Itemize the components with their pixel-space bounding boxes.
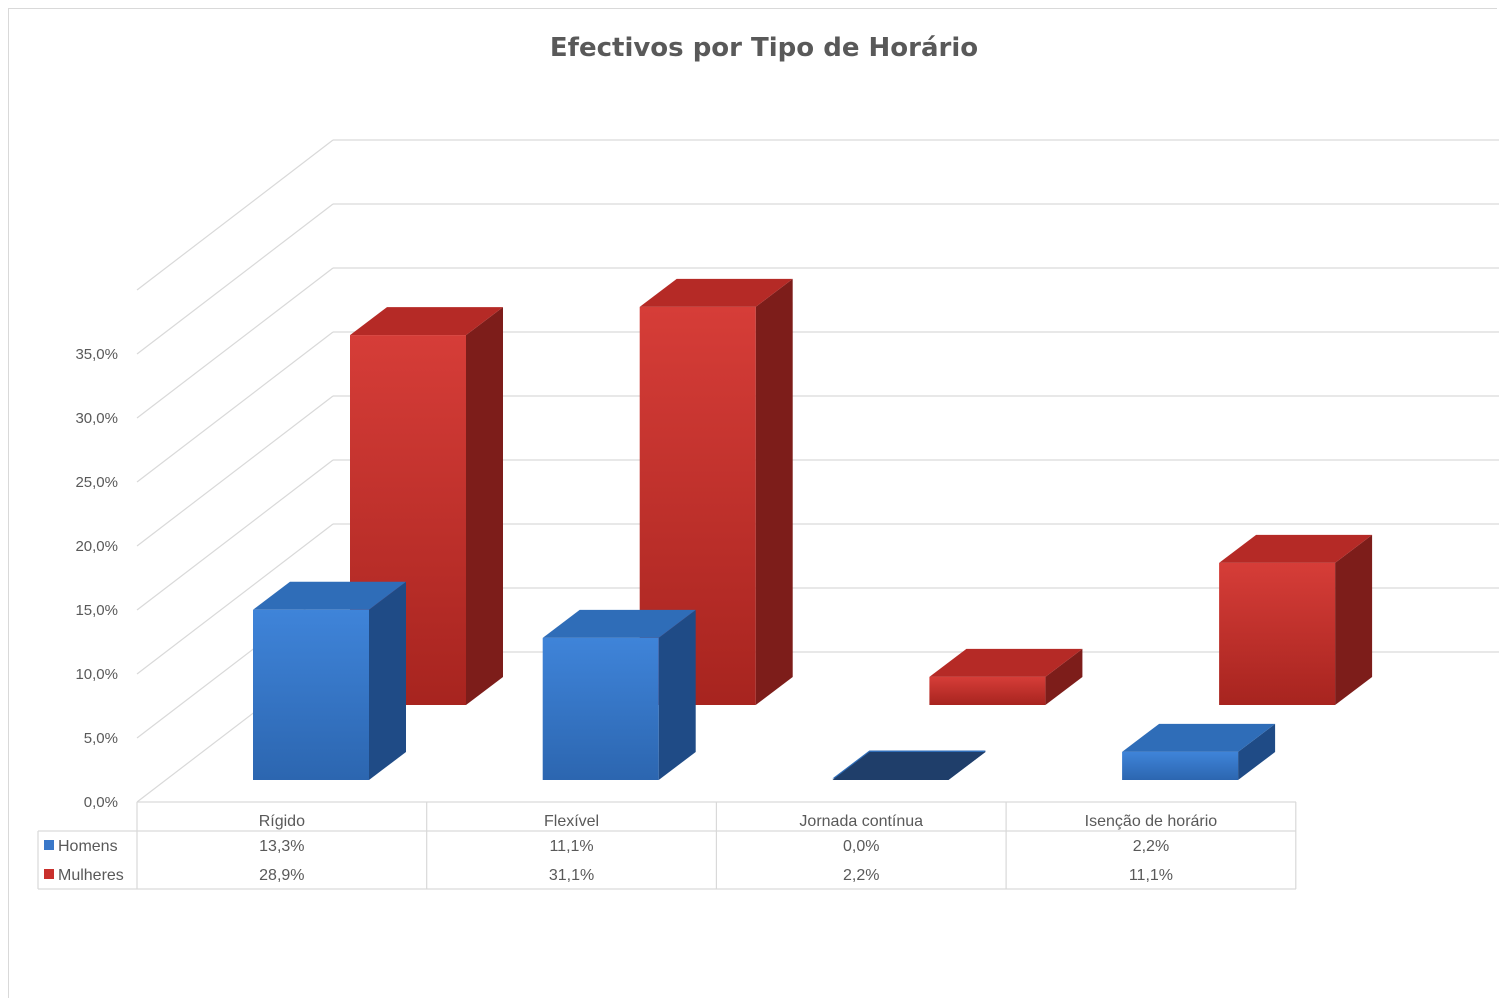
data-table: Rígido Flexível Jornada contínua Isenção de… [37,801,1297,890]
gridline-wall [136,395,334,547]
data-value: 13,3% [259,838,304,855]
category-label: Rígido [259,813,305,830]
bar-homens-0 [253,581,406,780]
gridline-wall [136,523,334,675]
y-tick-label: 5,0% [84,730,118,747]
bar-homens-2 [832,750,986,780]
bar-mulheres-3 [1219,534,1373,705]
gridline-wall [136,139,334,291]
data-value: 11,1% [1129,867,1173,884]
bar-homens-1 [542,609,696,780]
y-tick-label: 30,0% [75,410,118,427]
gridline-wall [136,459,334,611]
category-label: Isenção de horário [1085,813,1218,830]
y-tick-label: 0,0% [84,794,118,811]
category-label: Flexível [544,813,599,830]
y-tick-label: 20,0% [75,538,118,555]
legend-marker-mulheres [44,869,54,879]
y-tick-label: 25,0% [75,474,118,491]
legend-label-mulheres: Mulheres [58,867,124,884]
bar-mulheres-2 [929,648,1083,705]
legend-label-homens: Homens [58,838,118,855]
bar-mulheres-1 [639,278,793,705]
chart-title: Efectivos por Tipo de Horário [550,33,978,63]
y-tick-label: 15,0% [75,602,118,619]
y-axis-ticks: 0,0% 5,0% 10,0% 15,0% 20,0% 25,0% 30,0% 35,0% [75,346,118,811]
gridline-wall [136,203,334,355]
data-value: 2,2% [1133,838,1169,855]
data-value: 11,1% [549,838,593,855]
bar-homens-3 [1122,723,1276,780]
category-label: Jornada contínua [799,813,923,830]
data-value: 2,2% [843,867,879,884]
data-value: 31,1% [549,867,594,884]
bars [253,278,1373,780]
gridline-wall [136,267,334,419]
data-value: 0,0% [843,838,879,855]
y-tick-label: 35,0% [75,346,118,363]
legend-marker-homens [44,840,54,850]
gridline-wall [136,331,334,483]
y-tick-label: 10,0% [75,666,118,683]
data-value: 28,9% [259,867,304,884]
chart-frame [8,8,1497,998]
